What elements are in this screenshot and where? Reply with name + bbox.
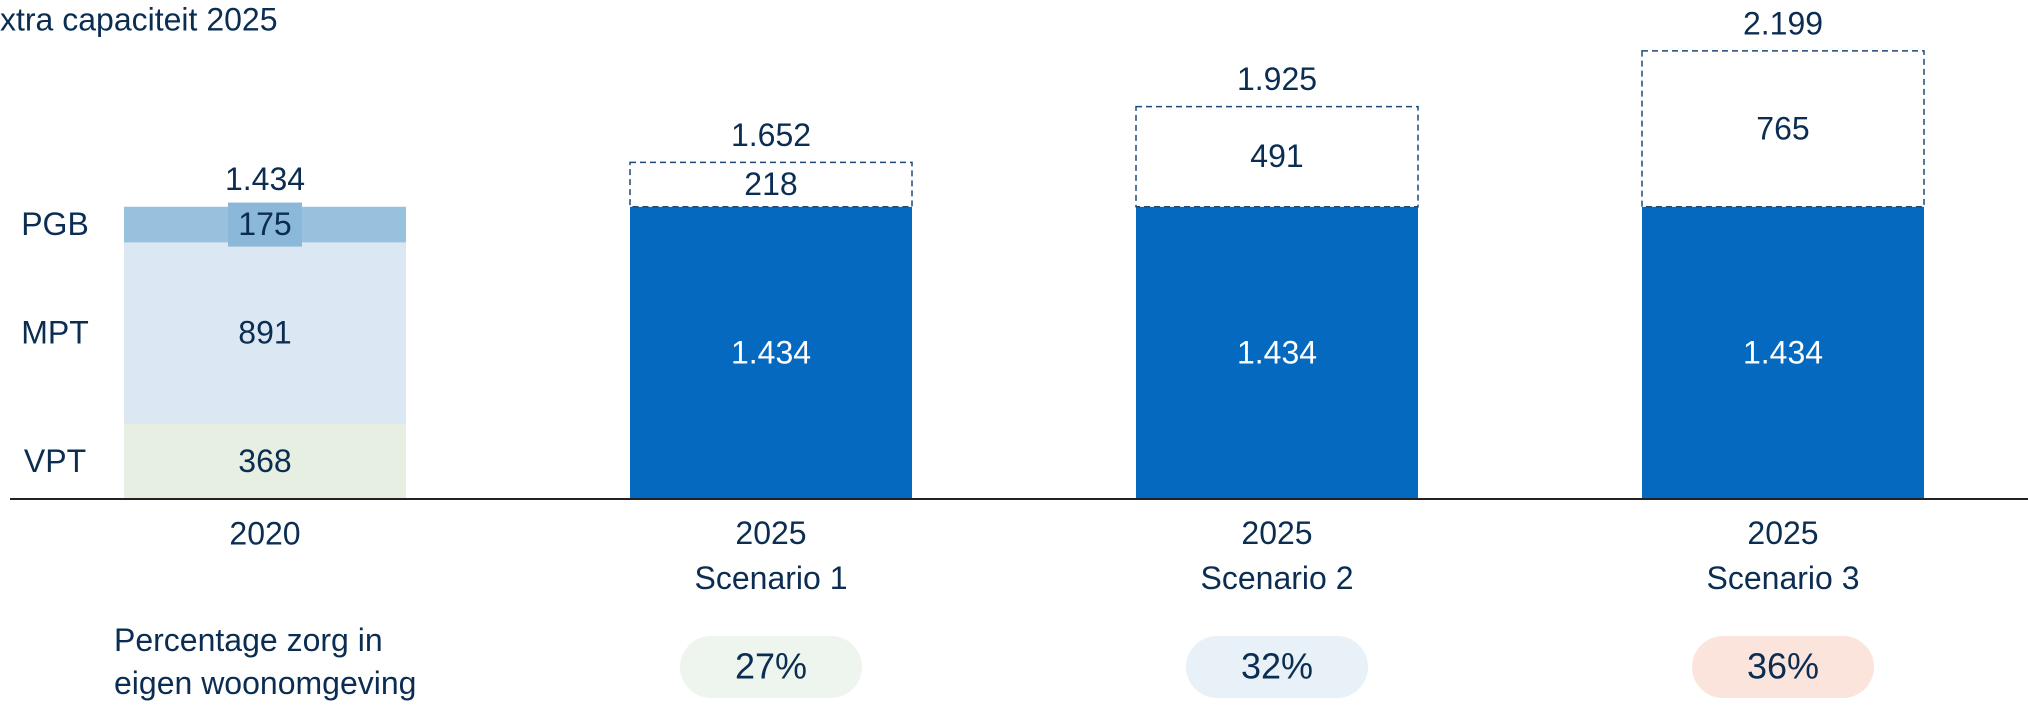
bar-segment [1641, 50, 1925, 208]
bar-segment [629, 161, 913, 208]
annotation: xtra capaciteit 2025 [0, 1, 278, 37]
segment-label: 218 [744, 166, 797, 202]
percentage-value: 27% [735, 646, 807, 687]
bar-segment [630, 206, 912, 499]
x-tick-label: 2025 Scenario 2 [1201, 515, 1354, 596]
percentage-pill [680, 636, 862, 698]
segment-label: 368 [238, 443, 291, 479]
segment-label: 891 [238, 315, 291, 351]
percentage-value: 36% [1747, 646, 1819, 687]
total-label: 1.652 [731, 117, 811, 153]
segment-label: 1.434 [731, 334, 811, 370]
percentage-pill [1692, 636, 1874, 698]
x-tick-label: 2025 Scenario 3 [1707, 515, 1860, 596]
bar-segment [124, 424, 406, 499]
x-tick-label: 2025 Scenario 1 [695, 515, 848, 596]
x-tick-label: 2020 [229, 515, 300, 551]
segment-label: 1.434 [1743, 334, 1823, 370]
segment-label: 1.434 [1237, 334, 1317, 370]
percentage-pill [1186, 636, 1368, 698]
series-name: PGB [21, 206, 89, 242]
bar-segment [124, 242, 406, 425]
label-bg [228, 202, 302, 247]
total-label: 2.199 [1743, 5, 1823, 41]
total-label: 1.434 [225, 161, 305, 197]
segment-label: 491 [1250, 138, 1303, 174]
total-label: 1.925 [1237, 61, 1317, 97]
series-name: MPT [21, 315, 89, 351]
bar-segment [1135, 105, 1419, 208]
segment-label: 765 [1756, 110, 1809, 146]
segment-label: 175 [238, 206, 291, 242]
percentage-label: Percentage zorg in eigen woonomgeving [114, 622, 416, 701]
bar-segment [1642, 206, 1924, 499]
series-name: VPT [24, 443, 86, 479]
bar-segment [1136, 206, 1418, 499]
percentage-value: 32% [1241, 646, 1313, 687]
